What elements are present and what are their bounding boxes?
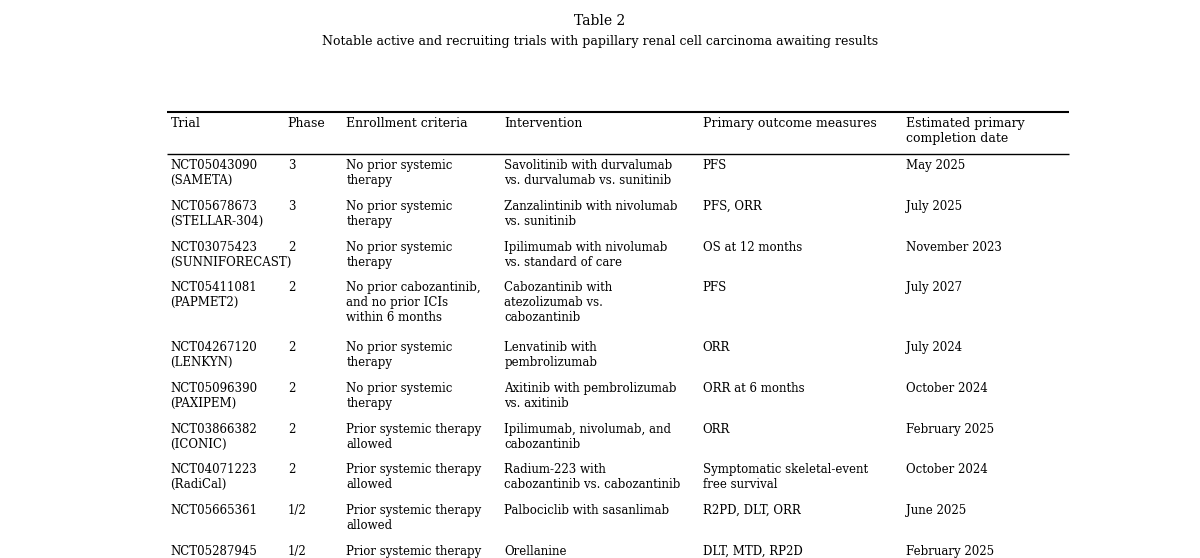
Text: Ipilimumab with nivolumab
vs. standard of care: Ipilimumab with nivolumab vs. standard o… — [504, 240, 667, 268]
Text: NCT05096390
(PAXIPEM): NCT05096390 (PAXIPEM) — [170, 382, 258, 410]
Text: No prior systemic
therapy: No prior systemic therapy — [347, 240, 452, 268]
Text: June 2025: June 2025 — [906, 504, 966, 517]
Text: 3: 3 — [288, 159, 295, 172]
Text: R2PD, DLT, ORR: R2PD, DLT, ORR — [703, 504, 800, 517]
Text: Palbociclib with sasanlimab: Palbociclib with sasanlimab — [504, 504, 670, 517]
Text: No prior cabozantinib,
and no prior ICIs
within 6 months: No prior cabozantinib, and no prior ICIs… — [347, 281, 481, 324]
Text: No prior systemic
therapy: No prior systemic therapy — [347, 159, 452, 187]
Text: Lenvatinib with
pembrolizumab: Lenvatinib with pembrolizumab — [504, 341, 598, 369]
Text: 2: 2 — [288, 382, 295, 395]
Text: 2: 2 — [288, 422, 295, 435]
Text: NCT05043090
(SAMETA): NCT05043090 (SAMETA) — [170, 159, 258, 187]
Text: July 2027: July 2027 — [906, 281, 961, 295]
Text: 2: 2 — [288, 281, 295, 295]
Text: Table 2: Table 2 — [575, 14, 625, 28]
Text: 1/2: 1/2 — [288, 504, 306, 517]
Text: NCT05287945: NCT05287945 — [170, 545, 257, 558]
Text: 2: 2 — [288, 463, 295, 477]
Text: PFS: PFS — [703, 281, 727, 295]
Text: 3: 3 — [288, 200, 295, 213]
Text: Intervention: Intervention — [504, 117, 583, 130]
Text: ORR: ORR — [703, 341, 730, 354]
Text: OS at 12 months: OS at 12 months — [703, 240, 802, 253]
Text: 1/2: 1/2 — [288, 545, 306, 558]
Text: July 2025: July 2025 — [906, 200, 961, 213]
Text: Notable active and recruiting trials with papillary renal cell carcinoma awaitin: Notable active and recruiting trials wit… — [322, 35, 878, 47]
Text: Savolitinib with durvalumab
vs. durvalumab vs. sunitinib: Savolitinib with durvalumab vs. durvalum… — [504, 159, 672, 187]
Text: Radium-223 with
cabozantinib vs. cabozantinib: Radium-223 with cabozantinib vs. cabozan… — [504, 463, 680, 492]
Text: Prior systemic therapy
allowed: Prior systemic therapy allowed — [347, 422, 481, 450]
Text: Zanzalintinib with nivolumab
vs. sunitinib: Zanzalintinib with nivolumab vs. sunitin… — [504, 200, 678, 228]
Text: Cabozantinib with
atezolizumab vs.
cabozantinib: Cabozantinib with atezolizumab vs. caboz… — [504, 281, 612, 324]
Text: ORR: ORR — [703, 422, 730, 435]
Text: NCT04071223
(RadiCal): NCT04071223 (RadiCal) — [170, 463, 257, 492]
Text: NCT03075423
(SUNNIFORECAST): NCT03075423 (SUNNIFORECAST) — [170, 240, 292, 268]
Text: ORR at 6 months: ORR at 6 months — [703, 382, 804, 395]
Text: No prior systemic
therapy: No prior systemic therapy — [347, 382, 452, 410]
Text: February 2025: February 2025 — [906, 422, 994, 435]
Text: NCT05678673
(STELLAR-304): NCT05678673 (STELLAR-304) — [170, 200, 264, 228]
Text: Orellanine: Orellanine — [504, 545, 566, 558]
Text: February 2025: February 2025 — [906, 545, 994, 558]
Text: Trial: Trial — [170, 117, 200, 130]
Text: NCT05665361: NCT05665361 — [170, 504, 258, 517]
Text: Enrollment criteria: Enrollment criteria — [347, 117, 468, 130]
Text: NCT04267120
(LENKYN): NCT04267120 (LENKYN) — [170, 341, 257, 369]
Text: No prior systemic
therapy: No prior systemic therapy — [347, 341, 452, 369]
Text: DLT, MTD, RP2D: DLT, MTD, RP2D — [703, 545, 803, 558]
Text: NCT05411081
(PAPMET2): NCT05411081 (PAPMET2) — [170, 281, 257, 309]
Text: NCT03866382
(ICONIC): NCT03866382 (ICONIC) — [170, 422, 257, 450]
Text: PFS, ORR: PFS, ORR — [703, 200, 762, 213]
Text: Ipilimumab, nivolumab, and
cabozantinib: Ipilimumab, nivolumab, and cabozantinib — [504, 422, 671, 450]
Text: May 2025: May 2025 — [906, 159, 965, 172]
Text: July 2024: July 2024 — [906, 341, 961, 354]
Text: Symptomatic skeletal-event
free survival: Symptomatic skeletal-event free survival — [703, 463, 868, 492]
Text: November 2023: November 2023 — [906, 240, 1002, 253]
Text: Prior systemic therapy
allowed: Prior systemic therapy allowed — [347, 463, 481, 492]
Text: October 2024: October 2024 — [906, 463, 988, 477]
Text: Prior systemic therapy
allowed: Prior systemic therapy allowed — [347, 545, 481, 558]
Text: Primary outcome measures: Primary outcome measures — [703, 117, 876, 130]
Text: Prior systemic therapy
allowed: Prior systemic therapy allowed — [347, 504, 481, 532]
Text: Estimated primary
completion date: Estimated primary completion date — [906, 117, 1025, 145]
Text: PFS: PFS — [703, 159, 727, 172]
Text: 2: 2 — [288, 341, 295, 354]
Text: Axitinib with pembrolizumab
vs. axitinib: Axitinib with pembrolizumab vs. axitinib — [504, 382, 677, 410]
Text: Phase: Phase — [288, 117, 325, 130]
Text: No prior systemic
therapy: No prior systemic therapy — [347, 200, 452, 228]
Text: October 2024: October 2024 — [906, 382, 988, 395]
Text: 2: 2 — [288, 240, 295, 253]
